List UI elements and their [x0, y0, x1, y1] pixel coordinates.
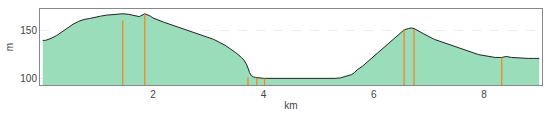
svg-text:8: 8 [481, 89, 487, 100]
svg-text:4: 4 [261, 89, 267, 100]
svg-text:150: 150 [20, 25, 37, 36]
svg-text:100: 100 [20, 73, 37, 84]
svg-text:km: km [284, 100, 297, 111]
svg-text:6: 6 [371, 89, 377, 100]
svg-text:2: 2 [150, 89, 156, 100]
svg-text:m: m [4, 43, 15, 51]
